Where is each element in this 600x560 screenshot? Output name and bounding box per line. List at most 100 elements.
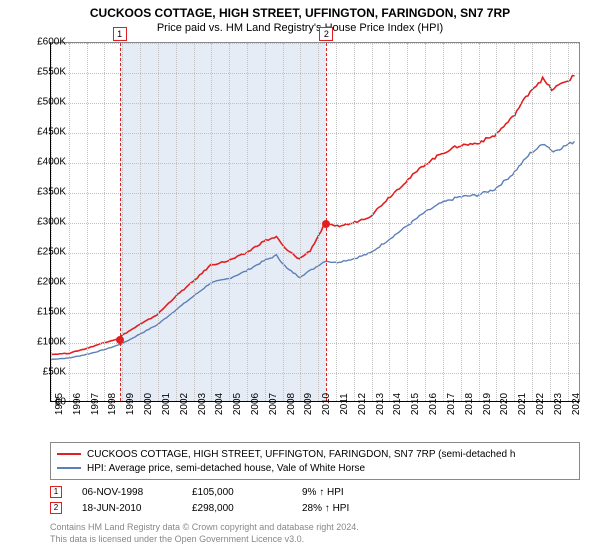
event-price: £298,000 bbox=[192, 503, 282, 514]
event-delta: 9% ↑ HPI bbox=[302, 487, 392, 498]
gridline-v bbox=[514, 43, 515, 401]
x-tick-label: 2008 bbox=[286, 393, 297, 415]
x-tick-label: 1998 bbox=[107, 393, 118, 415]
y-tick-label: £400K bbox=[20, 157, 66, 168]
chart-title: CUCKOOS COTTAGE, HIGH STREET, UFFINGTON,… bbox=[0, 0, 600, 20]
y-tick-label: £300K bbox=[20, 217, 66, 228]
gridline-h bbox=[51, 373, 579, 374]
gridline-h bbox=[51, 343, 579, 344]
x-tick-label: 2012 bbox=[357, 393, 368, 415]
chart-container: CUCKOOS COTTAGE, HIGH STREET, UFFINGTON,… bbox=[0, 0, 600, 560]
x-tick-label: 2015 bbox=[410, 393, 421, 415]
x-tick-label: 2007 bbox=[268, 393, 279, 415]
x-tick-label: 2006 bbox=[250, 393, 261, 415]
x-tick-label: 2024 bbox=[571, 393, 582, 415]
y-tick-label: £350K bbox=[20, 187, 66, 198]
event-row: 218-JUN-2010£298,00028% ↑ HPI bbox=[50, 500, 392, 516]
gridline-v bbox=[532, 43, 533, 401]
x-tick-label: 1995 bbox=[54, 393, 65, 415]
y-tick-label: £550K bbox=[20, 67, 66, 78]
gridline-h bbox=[51, 253, 579, 254]
x-tick-label: 2022 bbox=[535, 393, 546, 415]
event-delta: 28% ↑ HPI bbox=[302, 503, 392, 514]
credits-line1: Contains HM Land Registry data © Crown c… bbox=[50, 522, 359, 534]
gridline-v bbox=[247, 43, 248, 401]
sale-point-icon bbox=[116, 336, 124, 344]
gridline-h bbox=[51, 73, 579, 74]
x-tick-label: 2009 bbox=[303, 393, 314, 415]
gridline-v bbox=[87, 43, 88, 401]
gridline-v bbox=[283, 43, 284, 401]
gridline-h bbox=[51, 133, 579, 134]
gridline-h bbox=[51, 43, 579, 44]
chart-subtitle: Price paid vs. HM Land Registry's House … bbox=[0, 20, 600, 34]
gridline-h bbox=[51, 223, 579, 224]
x-tick-label: 2013 bbox=[375, 393, 386, 415]
gridline-v bbox=[69, 43, 70, 401]
gridline-v bbox=[550, 43, 551, 401]
y-tick-label: £450K bbox=[20, 127, 66, 138]
x-tick-label: 2003 bbox=[197, 393, 208, 415]
y-tick-label: £100K bbox=[20, 337, 66, 348]
y-tick-label: £200K bbox=[20, 277, 66, 288]
gridline-v bbox=[300, 43, 301, 401]
x-tick-label: 2023 bbox=[553, 393, 564, 415]
gridline-v bbox=[568, 43, 569, 401]
sale-point-icon bbox=[322, 220, 330, 228]
event-price: £105,000 bbox=[192, 487, 282, 498]
x-tick-label: 2019 bbox=[482, 393, 493, 415]
gridline-h bbox=[51, 193, 579, 194]
gridline-v bbox=[194, 43, 195, 401]
y-tick-label: £50K bbox=[20, 367, 66, 378]
gridline-v bbox=[407, 43, 408, 401]
gridline-v bbox=[140, 43, 141, 401]
gridline-v bbox=[479, 43, 480, 401]
x-tick-label: 1996 bbox=[72, 393, 83, 415]
x-tick-label: 1997 bbox=[90, 393, 101, 415]
x-tick-label: 2016 bbox=[428, 393, 439, 415]
gridline-v bbox=[425, 43, 426, 401]
legend-swatch-icon bbox=[57, 467, 81, 469]
credits-line2: This data is licensed under the Open Gov… bbox=[50, 534, 359, 546]
gridline-v bbox=[158, 43, 159, 401]
credits: Contains HM Land Registry data © Crown c… bbox=[50, 522, 359, 545]
legend-label: CUCKOOS COTTAGE, HIGH STREET, UFFINGTON,… bbox=[87, 449, 515, 460]
gridline-v bbox=[443, 43, 444, 401]
gridline-v bbox=[229, 43, 230, 401]
x-tick-label: 2014 bbox=[392, 393, 403, 415]
event-marker-box: 2 bbox=[50, 502, 62, 514]
gridline-h bbox=[51, 163, 579, 164]
x-tick-label: 2011 bbox=[339, 393, 350, 415]
gridline-v bbox=[496, 43, 497, 401]
legend-swatch-icon bbox=[57, 453, 81, 455]
gridline-v bbox=[318, 43, 319, 401]
gridline-h bbox=[51, 283, 579, 284]
x-tick-label: 2020 bbox=[499, 393, 510, 415]
legend: CUCKOOS COTTAGE, HIGH STREET, UFFINGTON,… bbox=[50, 442, 580, 480]
event-row: 106-NOV-1998£105,0009% ↑ HPI bbox=[50, 484, 392, 500]
x-tick-label: 2010 bbox=[321, 393, 332, 415]
sale-events: 106-NOV-1998£105,0009% ↑ HPI218-JUN-2010… bbox=[50, 484, 392, 516]
gridline-v bbox=[389, 43, 390, 401]
y-tick-label: £150K bbox=[20, 307, 66, 318]
event-date: 06-NOV-1998 bbox=[82, 487, 172, 498]
gridline-v bbox=[122, 43, 123, 401]
y-tick-label: £600K bbox=[20, 37, 66, 48]
x-tick-label: 1999 bbox=[125, 393, 136, 415]
gridline-h bbox=[51, 313, 579, 314]
y-tick-label: £250K bbox=[20, 247, 66, 258]
x-tick-label: 2002 bbox=[179, 393, 190, 415]
x-tick-label: 2001 bbox=[161, 393, 172, 415]
gridline-h bbox=[51, 103, 579, 104]
x-tick-label: 2021 bbox=[517, 393, 528, 415]
legend-row: HPI: Average price, semi-detached house,… bbox=[57, 461, 573, 475]
gridline-v bbox=[176, 43, 177, 401]
gridline-v bbox=[104, 43, 105, 401]
legend-label: HPI: Average price, semi-detached house,… bbox=[87, 463, 365, 474]
gridline-v bbox=[461, 43, 462, 401]
x-tick-label: 2017 bbox=[446, 393, 457, 415]
x-tick-label: 2005 bbox=[232, 393, 243, 415]
y-tick-label: £500K bbox=[20, 97, 66, 108]
x-tick-label: 2000 bbox=[143, 393, 154, 415]
gridline-v bbox=[354, 43, 355, 401]
